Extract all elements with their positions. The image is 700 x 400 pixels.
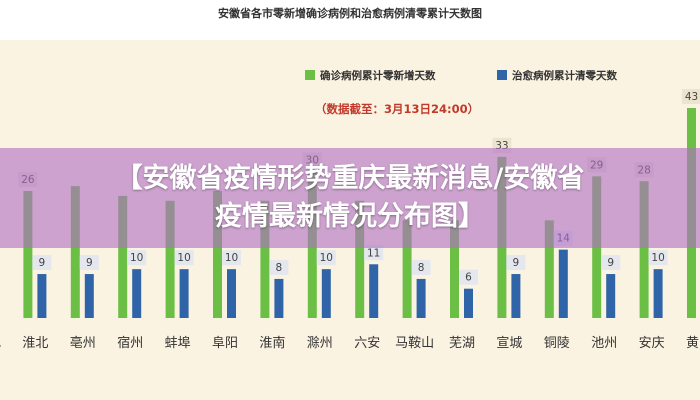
bar-cured-13	[606, 274, 616, 318]
label-chip-confirmed-15	[682, 89, 700, 104]
header-background	[0, 0, 700, 40]
data-label-cured-3: 10	[130, 252, 143, 264]
category-label-15: 黄山	[686, 336, 700, 351]
bar-cured-6	[274, 278, 284, 318]
label-chip-cured-8	[364, 245, 384, 261]
category-label-5: 阜阳	[212, 335, 238, 351]
category-label-10: 芜湖	[449, 336, 475, 351]
label-chip-cured-10	[459, 269, 478, 285]
legend-swatch-confirmed	[305, 70, 315, 80]
bar-confirmed-14	[639, 181, 649, 318]
bar-cured-10	[464, 288, 473, 318]
category-label-1: 淮北	[22, 336, 48, 351]
data-label-cured-8: 11	[367, 247, 380, 259]
category-label-0: 合肥	[0, 336, 1, 351]
legend-swatch-cured	[497, 70, 507, 80]
bar-confirmed-2	[70, 186, 80, 318]
data-label-cured-13: 9	[607, 257, 614, 269]
category-label-14: 安庆	[639, 336, 665, 351]
category-label-3: 宿州	[117, 335, 143, 351]
bar-confirmed-12	[544, 220, 554, 318]
data-label-cured-2: 9	[86, 257, 93, 269]
category-label-7: 滁州	[307, 335, 333, 351]
category-label-8: 六安	[354, 336, 380, 351]
bar-confirmed-9	[402, 220, 412, 318]
bar-cured-8	[369, 264, 379, 318]
legend-label-cured: 治愈病例累计清零天数	[512, 69, 617, 82]
bar-confirmed-10	[450, 220, 459, 318]
label-chip-cured-7	[316, 250, 336, 266]
bar-cured-5	[227, 269, 236, 318]
bar-confirmed-6	[260, 200, 270, 318]
headline-line-1: 【安徽省疫情形势重庆最新消息/安徽省	[115, 163, 585, 194]
category-label-6: 淮南	[259, 335, 285, 351]
label-chip-cured-2	[79, 255, 99, 271]
bar-confirmed-5	[213, 191, 222, 318]
category-label-13: 池州	[591, 336, 617, 351]
category-label-9: 马鞍山	[395, 335, 434, 351]
data-label-cured-1: 9	[39, 257, 46, 269]
category-label-2: 亳州	[70, 335, 96, 351]
data-label-cured-6: 8	[276, 262, 283, 274]
label-chip-cured-9	[411, 259, 431, 275]
category-label-12: 铜陵	[544, 336, 570, 351]
bar-cured-7	[321, 269, 331, 318]
label-chip-cured-6	[269, 259, 289, 275]
bar-confirmed-1	[23, 191, 33, 318]
bar-cured-1	[37, 274, 47, 318]
chart-title: 安徽省各市零新增确诊病例和治愈病例清零累计天数图	[218, 6, 482, 20]
bar-cured-14	[653, 269, 663, 318]
bar-cured-4	[179, 269, 189, 318]
headline-banner	[0, 148, 700, 248]
data-label-cured-11: 9	[513, 257, 520, 269]
label-chip-cured-1	[32, 255, 52, 271]
label-chip-cured-4	[174, 250, 194, 266]
data-label-confirmed-15: 43	[685, 91, 698, 103]
category-label-4: 蚌埠	[165, 336, 191, 351]
bar-cured-2	[84, 274, 94, 318]
label-chip-cured-13	[601, 255, 621, 271]
bar-cured-3	[132, 269, 142, 318]
data-label-cured-4: 10	[177, 252, 190, 264]
label-chip-cured-3	[127, 250, 147, 266]
bar-cured-9	[416, 278, 426, 318]
data-label-cured-14: 10	[651, 252, 664, 264]
data-label-cured-7: 10	[320, 252, 333, 264]
label-chip-cured-11	[506, 255, 526, 271]
label-chip-cured-14	[648, 250, 668, 266]
data-cutoff-note: （数据截至：3月13日24:00）	[315, 102, 479, 116]
headline-line-2: 疫情最新情况分布图】	[215, 201, 485, 232]
legend-label-confirmed: 确诊病例累计零新增天数	[320, 69, 436, 82]
category-label-11: 宣城	[496, 335, 522, 351]
data-label-cured-5: 10	[225, 252, 238, 264]
data-label-cured-9: 8	[418, 262, 425, 274]
label-chip-cured-5	[222, 250, 241, 266]
headline-text: 【安徽省疫情形势重庆最新消息/安徽省 疫情最新情况分布图】	[40, 160, 660, 236]
bar-confirmed-8	[355, 200, 365, 318]
bar-confirmed-3	[118, 195, 128, 318]
data-label-cured-10: 6	[465, 272, 472, 284]
bar-confirmed-4	[165, 200, 175, 318]
bar-cured-11	[511, 274, 521, 318]
bar-cured-12	[558, 249, 568, 318]
